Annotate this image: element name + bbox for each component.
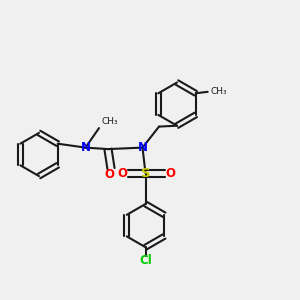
Text: O: O	[165, 167, 176, 180]
Text: O: O	[117, 167, 127, 180]
Text: N: N	[80, 141, 91, 154]
Text: O: O	[104, 167, 115, 181]
Text: CH₃: CH₃	[210, 87, 227, 96]
Text: CH₃: CH₃	[101, 117, 118, 126]
Text: S: S	[141, 167, 150, 180]
Text: Cl: Cl	[139, 254, 152, 268]
Text: N: N	[137, 141, 148, 154]
